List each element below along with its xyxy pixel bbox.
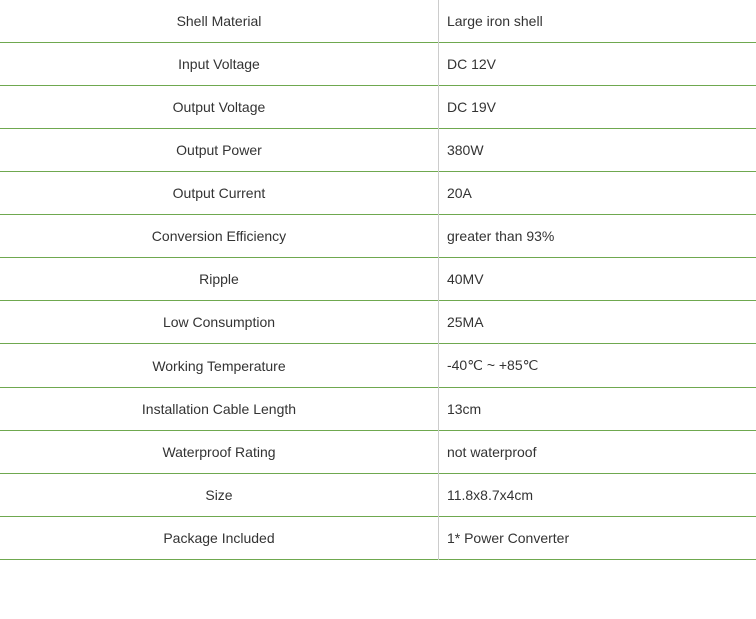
spec-value: 20A: [438, 172, 756, 215]
spec-value: 13cm: [438, 388, 756, 431]
table-row: Package Included 1* Power Converter: [0, 517, 756, 560]
table-row: Working Temperature -40℃ ~ +85℃: [0, 344, 756, 388]
spec-value: -40℃ ~ +85℃: [438, 344, 756, 388]
spec-label: Conversion Efficiency: [0, 215, 438, 258]
table-row: Size 11.8x8.7x4cm: [0, 474, 756, 517]
spec-value: greater than 93%: [438, 215, 756, 258]
spec-label: Working Temperature: [0, 344, 438, 388]
spec-label: Package Included: [0, 517, 438, 560]
spec-label: Ripple: [0, 258, 438, 301]
table-row: Output Voltage DC 19V: [0, 86, 756, 129]
spec-label: Low Consumption: [0, 301, 438, 344]
spec-label: Size: [0, 474, 438, 517]
specifications-table: Shell Material Large iron shell Input Vo…: [0, 0, 756, 560]
table-row: Ripple 40MV: [0, 258, 756, 301]
spec-value: DC 12V: [438, 43, 756, 86]
spec-label: Output Current: [0, 172, 438, 215]
table-row: Output Power 380W: [0, 129, 756, 172]
table-row: Waterproof Rating not waterproof: [0, 431, 756, 474]
spec-value: 25MA: [438, 301, 756, 344]
table-row: Conversion Efficiency greater than 93%: [0, 215, 756, 258]
table-row: Input Voltage DC 12V: [0, 43, 756, 86]
spec-value: 40MV: [438, 258, 756, 301]
spec-label: Waterproof Rating: [0, 431, 438, 474]
spec-value: not waterproof: [438, 431, 756, 474]
spec-label: Output Voltage: [0, 86, 438, 129]
spec-label: Installation Cable Length: [0, 388, 438, 431]
spec-value: DC 19V: [438, 86, 756, 129]
spec-value: 1* Power Converter: [438, 517, 756, 560]
table-row: Shell Material Large iron shell: [0, 0, 756, 43]
spec-value: 380W: [438, 129, 756, 172]
spec-value: Large iron shell: [438, 0, 756, 43]
specifications-tbody: Shell Material Large iron shell Input Vo…: [0, 0, 756, 560]
table-row: Installation Cable Length 13cm: [0, 388, 756, 431]
spec-label: Shell Material: [0, 0, 438, 43]
spec-label: Input Voltage: [0, 43, 438, 86]
spec-value: 11.8x8.7x4cm: [438, 474, 756, 517]
table-row: Low Consumption 25MA: [0, 301, 756, 344]
table-row: Output Current 20A: [0, 172, 756, 215]
spec-label: Output Power: [0, 129, 438, 172]
